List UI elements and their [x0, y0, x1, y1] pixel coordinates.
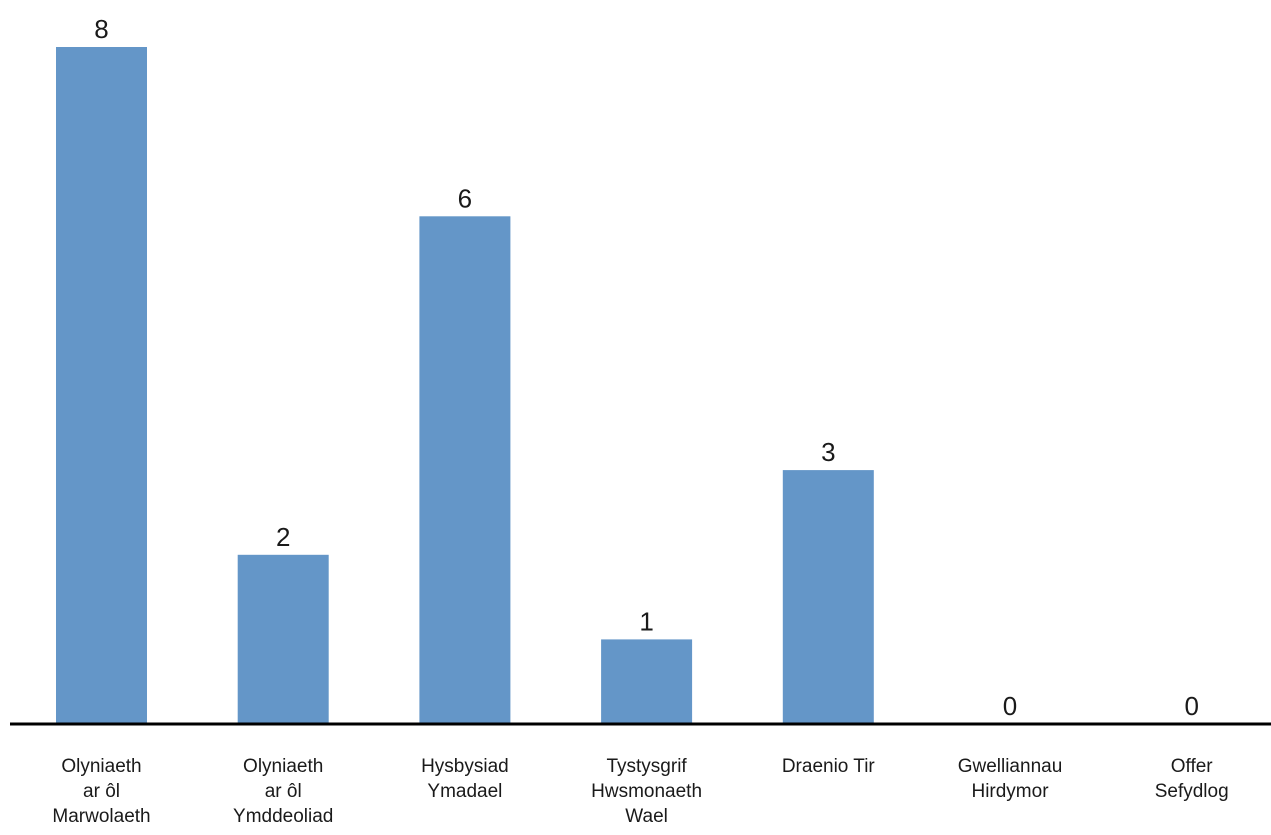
category-label-2: Hysbysiad Ymadael: [421, 756, 509, 802]
category-label-1: Olyniaeth ar ôl Ymddeoliad: [233, 756, 333, 827]
data-label-5: 0: [1003, 691, 1017, 721]
data-label-2: 6: [458, 183, 472, 213]
data-label-0: 8: [94, 14, 108, 44]
category-label-3: Tystysgrif Hwsmonaeth Wael: [591, 756, 702, 827]
bar-1: [237, 554, 329, 725]
data-label-3: 1: [639, 606, 653, 636]
data-label-4: 3: [821, 437, 835, 467]
bar-4: [782, 470, 874, 724]
data-label-1: 2: [276, 522, 290, 552]
category-label-5: Gwelliannau Hirdymor: [958, 756, 1063, 802]
category-label-6: Offer Sefydlog: [1155, 756, 1229, 802]
value-labels-group: 8 2 6 1 3 0 0: [94, 14, 1199, 721]
category-label-0: Olyniaeth ar ôl Marwolaeth: [52, 756, 150, 827]
bar-2: [419, 216, 511, 725]
bar-0: [56, 47, 147, 724]
data-label-6: 0: [1184, 691, 1198, 721]
bar-3: [601, 639, 693, 724]
category-labels-group: Olyniaeth ar ôl Marwolaeth Olyniaeth ar ôl Ym…: [52, 756, 1228, 827]
bars-group: [56, 47, 874, 725]
category-label-4: Draenio Tir: [782, 756, 876, 777]
